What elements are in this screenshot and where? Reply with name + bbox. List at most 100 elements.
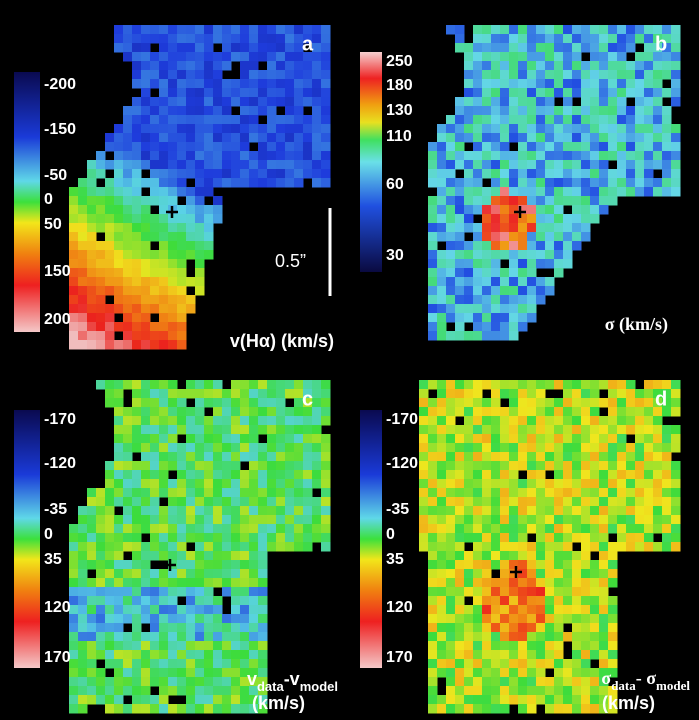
map-pixel <box>123 259 133 269</box>
map-pixel <box>491 443 501 453</box>
map-pixel <box>518 659 528 669</box>
map-pixel <box>581 25 591 35</box>
map-pixel <box>437 398 447 408</box>
map-pixel <box>240 515 250 525</box>
map-pixel <box>491 695 501 705</box>
map-pixel <box>177 304 187 314</box>
map-pixel <box>518 569 528 579</box>
map-pixel <box>69 578 79 588</box>
map-pixel <box>419 542 429 552</box>
map-pixel <box>132 205 142 215</box>
map-pixel <box>437 488 447 498</box>
map-pixel <box>563 425 573 435</box>
map-pixel <box>267 151 277 161</box>
map-pixel <box>437 331 447 341</box>
map-pixel <box>527 277 537 287</box>
map-pixel <box>141 142 151 152</box>
map-pixel <box>518 533 528 543</box>
map-pixel <box>213 97 223 107</box>
map-pixel <box>536 205 546 215</box>
map-pixel <box>141 650 151 660</box>
map-pixel <box>428 695 438 705</box>
map-pixel <box>536 695 546 705</box>
map-pixel <box>321 533 331 543</box>
map-pixel <box>69 295 79 305</box>
map-pixel <box>177 151 187 161</box>
map-pixel <box>662 488 672 498</box>
map-pixel <box>213 389 223 399</box>
map-pixel <box>132 407 142 417</box>
map-pixel <box>527 259 537 269</box>
map-pixel <box>464 151 474 161</box>
map-pixel <box>482 650 492 660</box>
map-pixel <box>572 160 582 170</box>
map-pixel <box>123 704 133 714</box>
map-pixel <box>294 443 304 453</box>
map-pixel <box>446 178 456 188</box>
map-pixel <box>150 542 160 552</box>
map-pixel <box>303 461 313 471</box>
map-pixel <box>572 569 582 579</box>
map-pixel <box>150 79 160 89</box>
map-pixel <box>455 187 465 197</box>
map-pixel <box>509 614 519 624</box>
map-pixel <box>105 313 115 323</box>
map-pixel <box>599 142 609 152</box>
map-pixel <box>105 533 115 543</box>
map-pixel <box>428 151 438 161</box>
map-pixel <box>168 659 178 669</box>
map-pixel <box>267 434 277 444</box>
map-pixel <box>572 43 582 53</box>
map-pixel <box>491 542 501 552</box>
map-pixel <box>240 443 250 453</box>
map-pixel <box>222 142 232 152</box>
map-pixel <box>249 569 259 579</box>
map-pixel <box>258 106 268 116</box>
map-pixel <box>491 389 501 399</box>
map-pixel <box>518 286 528 296</box>
map-pixel <box>509 331 519 341</box>
map-pixel <box>509 196 519 206</box>
map-pixel <box>554 560 564 570</box>
map-pixel <box>509 578 519 588</box>
map-pixel <box>590 497 600 507</box>
map-pixel <box>617 178 627 188</box>
map-pixel <box>536 70 546 80</box>
map-pixel <box>132 506 142 516</box>
map-pixel <box>177 232 187 242</box>
map-pixel <box>87 187 97 197</box>
map-pixel <box>500 205 510 215</box>
map-pixel <box>123 578 133 588</box>
map-pixel <box>545 461 555 471</box>
map-pixel <box>159 686 169 696</box>
map-pixel <box>509 115 519 125</box>
map-pixel <box>222 515 232 525</box>
colorbar <box>14 72 40 332</box>
map-pixel <box>132 178 142 188</box>
map-pixel <box>303 88 313 98</box>
map-pixel <box>258 25 268 35</box>
map-pixel <box>428 425 438 435</box>
map-pixel <box>518 304 528 314</box>
map-pixel <box>240 425 250 435</box>
map-pixel <box>473 97 483 107</box>
map-pixel <box>285 542 295 552</box>
map-pixel <box>455 506 465 516</box>
map-pixel <box>240 398 250 408</box>
map-pixel <box>276 497 286 507</box>
map-pixel <box>195 686 205 696</box>
map-pixel <box>509 79 519 89</box>
map-pixel <box>204 578 214 588</box>
map-pixel <box>590 569 600 579</box>
map-pixel <box>141 286 151 296</box>
map-pixel <box>267 470 277 480</box>
map-pixel <box>464 452 474 462</box>
map-pixel <box>563 106 573 116</box>
map-pixel <box>662 515 672 525</box>
map-pixel <box>240 34 250 44</box>
map-pixel <box>312 425 322 435</box>
map-pixel <box>635 52 645 62</box>
panel-letter: d <box>655 388 667 410</box>
map-pixel <box>123 443 133 453</box>
map-pixel <box>545 223 555 233</box>
